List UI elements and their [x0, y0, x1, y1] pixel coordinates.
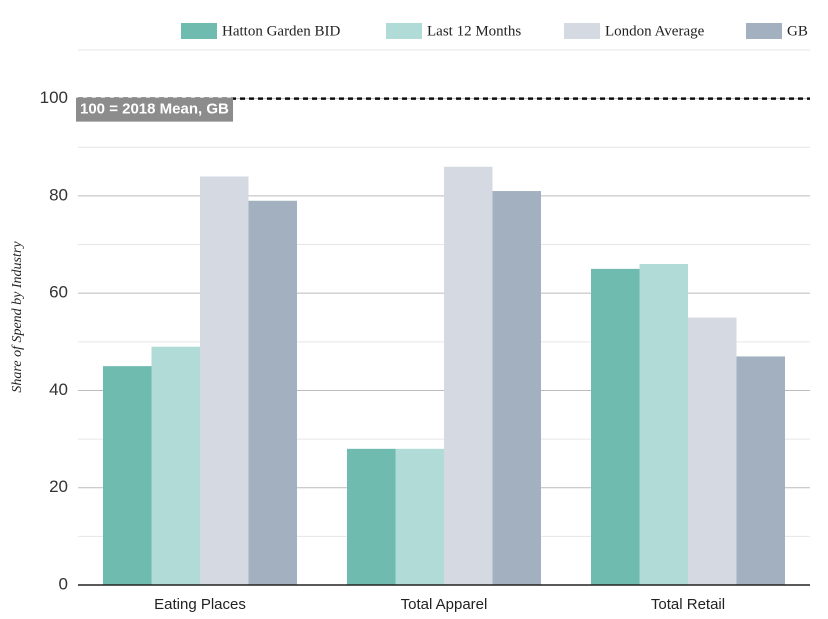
reference-label: 100 = 2018 Mean, GB — [80, 101, 229, 118]
legend-label: Last 12 Months — [427, 23, 521, 39]
reference-label-box — [76, 97, 234, 122]
legend-label: GB — [787, 23, 808, 39]
y-tick-label: 80 — [49, 185, 68, 204]
bar — [736, 356, 785, 585]
y-tick-label: 20 — [49, 477, 68, 496]
bar — [444, 166, 493, 585]
bar — [347, 448, 396, 585]
x-tick-label: Eating Places — [154, 596, 246, 613]
y-tick-label: 0 — [59, 574, 68, 593]
y-tick-label: 100 — [40, 88, 68, 107]
bar — [688, 317, 737, 585]
y-tick-label: 40 — [49, 380, 68, 399]
bar — [151, 346, 200, 585]
bar — [492, 191, 541, 585]
y-axis-label: Share of Spend by Industry — [10, 241, 25, 393]
legend-swatch — [746, 23, 782, 39]
bar — [639, 264, 688, 585]
bar — [103, 366, 152, 585]
legend-label: Hatton Garden BID — [222, 23, 340, 39]
x-tick-label: Total Apparel — [401, 596, 488, 613]
bar — [200, 176, 249, 586]
legend-swatch — [181, 23, 217, 39]
x-tick-label: Total Retail — [651, 596, 725, 613]
bar — [248, 200, 297, 586]
legend-label: London Average — [605, 23, 705, 39]
bar — [591, 268, 640, 585]
legend-swatch — [564, 23, 600, 39]
y-tick-label: 60 — [49, 283, 68, 302]
bar — [395, 448, 444, 585]
legend-swatch — [386, 23, 422, 39]
